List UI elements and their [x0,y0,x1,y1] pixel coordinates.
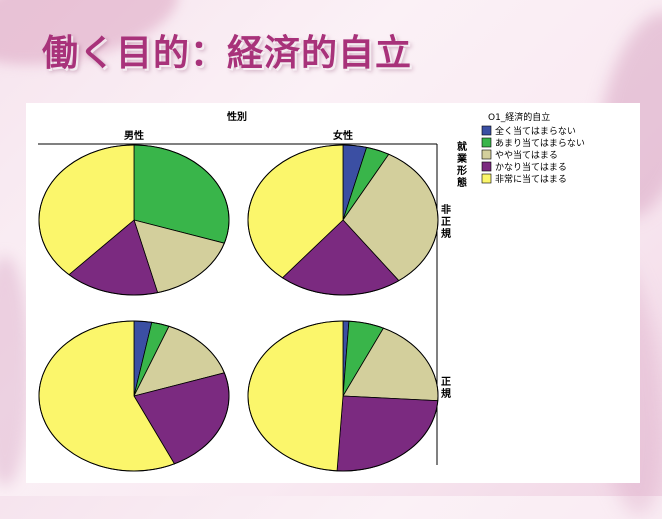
legend-swatch [481,125,492,136]
pie-slice [247,320,344,472]
legend-label: やや当てはまる [495,149,558,161]
pie-slice [336,395,439,472]
column-label: 女性 [333,129,353,142]
legend-label: 非常に当てはまる [495,173,567,185]
legend-label: 全く当てはまらない [495,125,576,137]
pie-outline [38,144,230,296]
legend-title: O1_経済的自立 [488,111,550,123]
row-label: 正規 [441,376,451,400]
slide-title: 働く目的：経済的自立 [42,33,413,74]
legend-label: あまり当てはまらない [495,137,585,149]
legend: O1_経済的自立 全く当てはまらないあまり当てはまらないやや当てはまるかなり当て… [481,111,585,185]
legend-label: かなり当てはまる [495,161,567,173]
legend-swatch [481,137,492,148]
chart-panel: 性別 男性 女性 就業形態 非正規 正規 O1_経済的自立 全く当てはまらないあ… [26,103,640,483]
legend-swatch [481,149,492,160]
column-header: 性別 [226,110,247,123]
row-label: 非正規 [441,203,451,240]
pie-outline [247,144,439,296]
pie-outline [247,320,439,472]
pie-chart-grid: 性別 男性 女性 就業形態 非正規 正規 O1_経済的自立 全く当てはまらないあ… [38,110,585,472]
legend-swatch [481,161,492,172]
column-label: 男性 [124,129,144,142]
pie-outline [38,320,230,472]
legend-swatch [481,173,492,184]
row-header: 就業形態 [456,140,468,189]
pie-group [38,144,439,472]
